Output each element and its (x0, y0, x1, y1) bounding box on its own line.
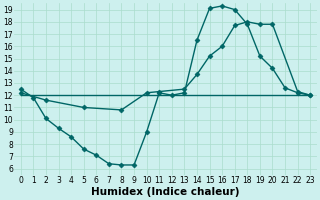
X-axis label: Humidex (Indice chaleur): Humidex (Indice chaleur) (91, 187, 240, 197)
